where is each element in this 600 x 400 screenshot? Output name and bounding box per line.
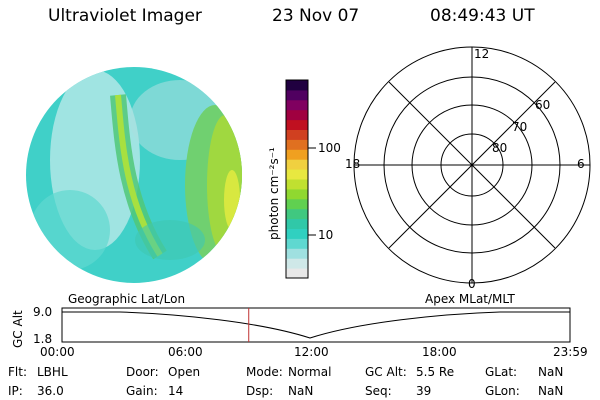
timeline-y-tick-high: 9.0 [33,305,52,319]
info-glat-value: NaN [538,365,563,379]
header-time: 08:49:43 UT [430,6,535,26]
colorbar-segment [286,248,308,259]
info-dsp-label: Dsp: [246,384,273,398]
colorbar-segment [286,89,308,101]
info-mode-label: Mode: [246,365,283,379]
polar-label-12: 12 [474,47,489,61]
timeline-y-label: GC Alt [11,310,25,348]
colorbar-segment [286,159,308,170]
colorbar-segment [286,228,308,239]
info-glon-value: NaN [538,384,563,398]
uv-image-disk [26,67,242,283]
colorbar-label-10: 10 [318,228,333,242]
header-date: 23 Nov 07 [272,6,360,26]
timeline-x-tick-0600: 06:00 [168,345,203,359]
colorbar-segment [286,238,308,249]
info-gcalt-value: 5.5 Re [416,365,454,379]
colorbar-unit-label: photon cm⁻²s⁻¹ [267,147,281,240]
colorbar [285,79,309,279]
info-flt-value: LBHL [37,365,68,379]
info-ip-label: IP: [8,384,23,398]
polar-label-0: 0 [468,277,476,291]
info-gain-value: 14 [168,384,183,398]
colorbar-segment [286,109,308,121]
info-mode-value: Normal [288,365,331,379]
timeline-frame [61,307,571,343]
timeline-right-title: Apex MLat/MLT [425,292,515,306]
colorbar-segment [286,119,308,130]
colorbar-segment [286,99,308,111]
colorbar-segment [286,198,308,210]
polar-lat-70: 70 [512,120,527,134]
colorbar-segment [286,188,308,200]
timeline-x-tick-1800: 18:00 [422,345,457,359]
info-flt-label: Flt: [8,365,27,379]
colorbar-segment [286,129,308,140]
altitude-curve [62,311,570,339]
timeline-x-tick-2359: 23:59 [553,345,588,359]
info-seq-value: 39 [416,384,431,398]
info-door-label: Door: [126,365,159,379]
polar-lat-80: 80 [492,141,507,155]
info-seq-label: Seq: [365,384,392,398]
info-glat-label: GLat: [485,365,517,379]
polar-grid [353,46,591,284]
header-title: Ultraviolet Imager [48,6,202,26]
info-gain-label: Gain: [126,384,158,398]
polar-lat-60: 60 [535,98,550,112]
info-dsp-value: NaN [288,384,313,398]
polar-label-18: 18 [345,157,360,171]
timeline-x-tick-0000: 00:00 [40,345,75,359]
info-door-value: Open [168,365,200,379]
polar-label-6: 6 [577,157,585,171]
colorbar-segment [286,268,308,279]
info-ip-value: 36.0 [37,384,64,398]
colorbar-segment [286,258,308,269]
info-gcalt-label: GC Alt: [365,365,407,379]
colorbar-frame [285,79,309,279]
colorbar-segment [286,139,308,150]
colorbar-segment [286,80,308,91]
timeline-x-tick-1200: 12:00 [294,345,329,359]
timeline-y-tick-low: 1.8 [33,332,52,346]
timeline-left-title: Geographic Lat/Lon [68,292,185,306]
colorbar-label-100: 100 [318,141,341,155]
colorbar-segment [286,169,308,180]
info-glon-label: GLon: [485,384,520,398]
colorbar-segment [286,149,308,160]
colorbar-segment [286,218,308,229]
colorbar-segment [286,179,308,190]
colorbar-segment [286,208,308,220]
